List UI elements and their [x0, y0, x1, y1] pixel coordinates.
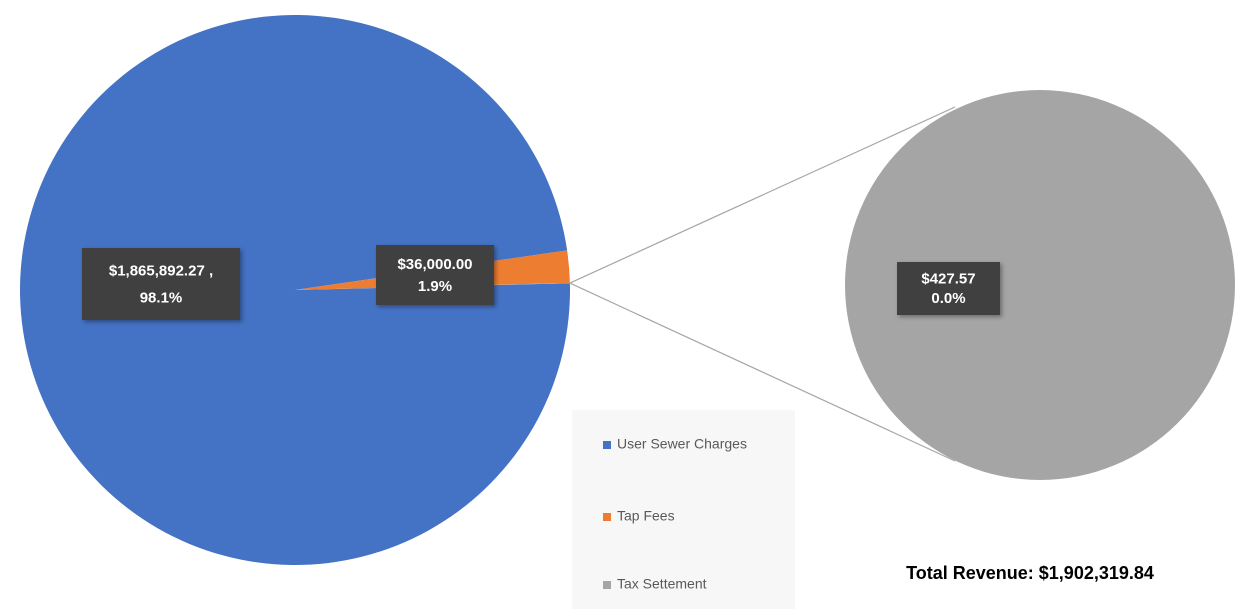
- data-label-box: [82, 248, 240, 320]
- data-label: 1.9%: [418, 278, 452, 295]
- data-label: 98.1%: [140, 289, 183, 306]
- legend-label: Tap Fees: [617, 508, 675, 524]
- pie-slice: [20, 15, 570, 566]
- data-label: $1,865,892.27 ,: [109, 263, 213, 280]
- legend-label: Tax Settement: [617, 576, 707, 592]
- secondary-pie-slice: [845, 90, 1235, 480]
- data-label-box: [376, 245, 494, 305]
- legend-label: User Sewer Charges: [617, 436, 747, 452]
- data-label: $427.57: [921, 270, 975, 287]
- connector: [569, 282, 956, 462]
- data-label: 0.0%: [931, 290, 965, 307]
- connector: [569, 106, 956, 284]
- data-label: $36,000.00: [397, 256, 472, 273]
- legend-swatch: [603, 513, 611, 521]
- data-label-box: [897, 262, 1000, 315]
- total-annotation: Total Revenue: $1,902,319.84: [906, 563, 1154, 583]
- legend-swatch: [603, 581, 611, 589]
- legend-swatch: [603, 441, 611, 449]
